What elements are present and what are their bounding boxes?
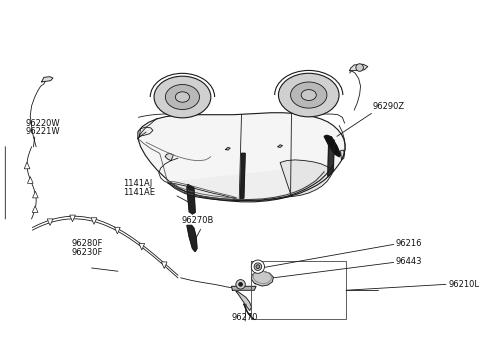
Text: 96220W: 96220W: [26, 119, 60, 128]
Ellipse shape: [166, 84, 200, 110]
Polygon shape: [328, 140, 334, 176]
Polygon shape: [324, 135, 340, 157]
Polygon shape: [187, 225, 197, 252]
Circle shape: [356, 64, 363, 71]
Text: 96270: 96270: [232, 313, 258, 322]
Text: 96270B: 96270B: [181, 216, 214, 225]
Text: 96443: 96443: [396, 257, 422, 266]
Polygon shape: [24, 162, 30, 169]
Polygon shape: [278, 145, 282, 147]
Polygon shape: [340, 150, 345, 160]
Text: 1141AE: 1141AE: [123, 188, 156, 197]
Polygon shape: [280, 160, 333, 197]
Polygon shape: [240, 153, 245, 199]
Polygon shape: [244, 304, 254, 320]
Polygon shape: [226, 147, 230, 150]
Circle shape: [254, 263, 262, 271]
Circle shape: [239, 282, 242, 286]
Text: 1141AJ: 1141AJ: [123, 179, 153, 188]
Polygon shape: [47, 219, 53, 226]
Text: 96230F: 96230F: [71, 247, 103, 256]
Ellipse shape: [175, 92, 190, 102]
Ellipse shape: [154, 76, 211, 118]
Text: 96280F: 96280F: [71, 239, 103, 248]
Polygon shape: [42, 77, 53, 82]
Polygon shape: [252, 271, 273, 286]
Polygon shape: [168, 183, 239, 200]
Polygon shape: [70, 215, 75, 222]
Ellipse shape: [301, 90, 316, 100]
Polygon shape: [115, 227, 120, 234]
Polygon shape: [161, 262, 167, 268]
Polygon shape: [168, 164, 333, 201]
Circle shape: [251, 260, 264, 273]
Polygon shape: [27, 177, 33, 183]
Text: 96210L: 96210L: [448, 280, 479, 289]
Ellipse shape: [290, 82, 327, 108]
Polygon shape: [165, 153, 173, 161]
Text: 96216: 96216: [396, 239, 422, 248]
Circle shape: [256, 265, 260, 268]
Polygon shape: [139, 243, 144, 250]
Polygon shape: [231, 286, 256, 290]
Polygon shape: [236, 292, 252, 311]
Polygon shape: [138, 113, 345, 202]
Ellipse shape: [278, 73, 339, 117]
Polygon shape: [139, 127, 153, 136]
Circle shape: [236, 280, 245, 289]
Polygon shape: [33, 191, 38, 198]
Polygon shape: [91, 218, 97, 224]
Polygon shape: [187, 184, 195, 214]
Polygon shape: [349, 64, 368, 71]
Text: 96221W: 96221W: [26, 127, 60, 136]
Text: 96290Z: 96290Z: [372, 102, 405, 111]
Polygon shape: [32, 206, 38, 212]
